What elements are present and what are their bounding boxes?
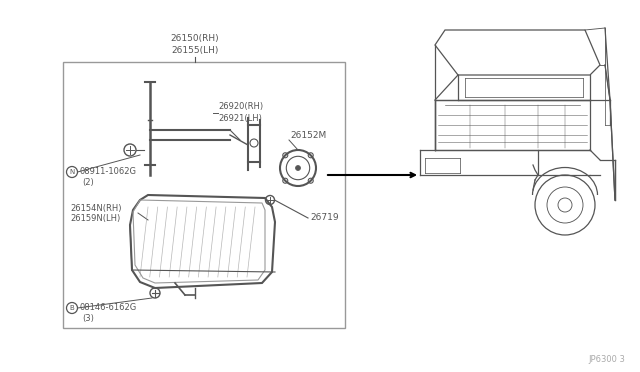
Text: 26719: 26719 (310, 214, 339, 222)
Text: (3): (3) (82, 314, 94, 323)
Text: 26150(RH): 26150(RH) (171, 33, 220, 42)
Text: 26921(LH): 26921(LH) (218, 113, 262, 122)
Text: N: N (69, 169, 75, 175)
Circle shape (296, 166, 301, 170)
Text: 08146-6162G: 08146-6162G (80, 302, 137, 311)
Text: 26152M: 26152M (290, 131, 326, 141)
Text: 26159N(LH): 26159N(LH) (70, 215, 120, 224)
Text: JP6300 3: JP6300 3 (588, 356, 625, 365)
Text: 26154N(RH): 26154N(RH) (70, 203, 122, 212)
Text: (2): (2) (82, 177, 93, 186)
Text: B: B (70, 305, 74, 311)
Text: 08911-1062G: 08911-1062G (80, 167, 137, 176)
Text: 26920(RH): 26920(RH) (218, 103, 263, 112)
Text: 26155(LH): 26155(LH) (172, 45, 219, 55)
